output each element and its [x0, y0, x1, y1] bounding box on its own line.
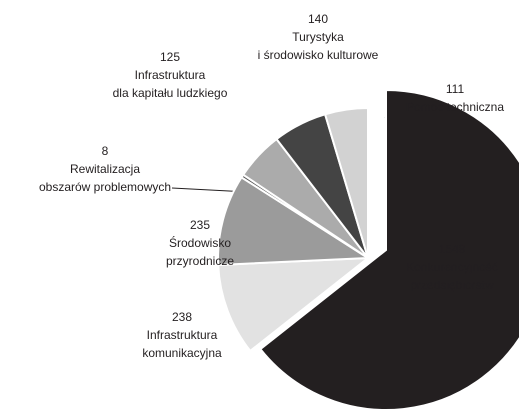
value-label: 140	[308, 12, 328, 26]
category-label: Konkurencyjność	[406, 260, 497, 274]
category-label: i środowisko kulturowe	[258, 48, 379, 62]
category-label: obszarów problemowych	[39, 180, 171, 194]
category-label: Środowisko	[169, 235, 231, 250]
value-label: 1548	[439, 242, 466, 256]
pie-slice	[217, 256, 372, 353]
category-label: Rewitalizacja	[70, 162, 140, 176]
category-label: komunikacyjna	[142, 346, 222, 360]
category-label: Turystyka	[292, 30, 344, 44]
category-label: dla kapitału ludzkiego	[113, 86, 228, 100]
category-label: przedsiębiorstw	[410, 278, 494, 292]
category-label: przyrodnicze	[166, 254, 234, 268]
pie-slice	[323, 106, 369, 259]
category-label: Infrastruktura	[147, 328, 218, 342]
value-label: 238	[172, 310, 192, 324]
pie-slice	[217, 175, 372, 266]
value-label: 235	[190, 218, 210, 232]
value-label: 125	[160, 50, 180, 64]
category-label: Infrastruktura	[135, 68, 206, 82]
value-label: 111	[446, 82, 465, 96]
value-label: 8	[102, 144, 109, 158]
category-label: Pomoc techniczna	[406, 100, 504, 114]
pie-slice	[258, 88, 519, 410]
